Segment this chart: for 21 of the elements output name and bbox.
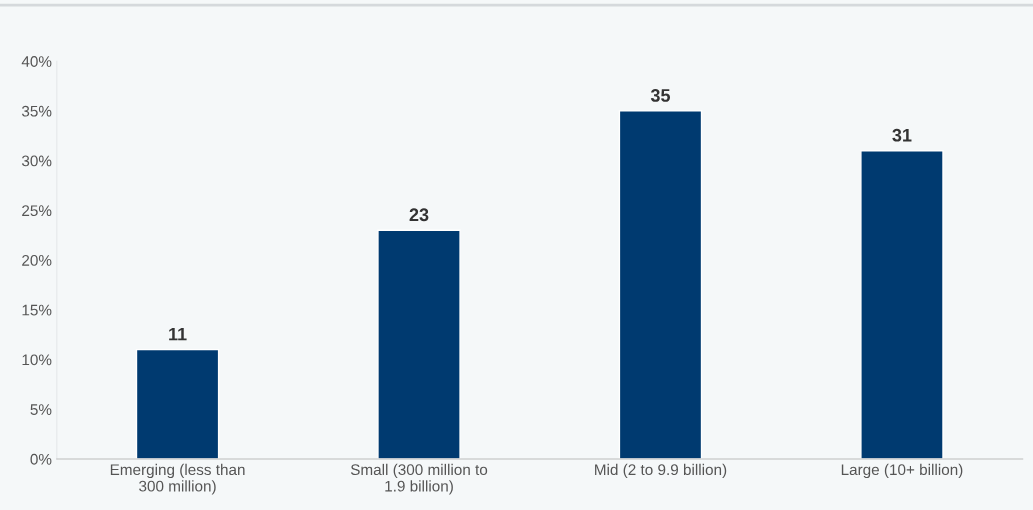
data-label: 31 xyxy=(892,128,912,142)
y-tick-label: 25% xyxy=(22,205,52,217)
y-tick-label: 0% xyxy=(30,453,52,465)
y-tick-label: 15% xyxy=(22,304,52,316)
y-tick-label: 10% xyxy=(22,354,52,366)
bar xyxy=(135,348,220,459)
y-tick-label: 5% xyxy=(30,404,52,415)
y-tick-label: 40% xyxy=(21,56,52,67)
bar xyxy=(377,229,461,459)
bar xyxy=(860,150,944,459)
y-tick-label: 20% xyxy=(22,254,52,266)
y-tick-label: 30% xyxy=(21,155,52,167)
data-label: 23 xyxy=(409,208,429,222)
y-tick-label: 35% xyxy=(21,105,52,117)
x-tick-label: Emerging (less than 300 million) xyxy=(110,463,245,495)
data-label: 11 xyxy=(169,327,187,341)
x-tick-label: Mid (2 to 9.9 billion) xyxy=(595,463,727,479)
x-tick-label: Large (10+ billion) xyxy=(841,463,963,479)
data-label: 35 xyxy=(650,89,671,102)
x-tick-label: Small (300 million to 1.9 billion) xyxy=(350,463,488,495)
bar xyxy=(618,110,703,459)
